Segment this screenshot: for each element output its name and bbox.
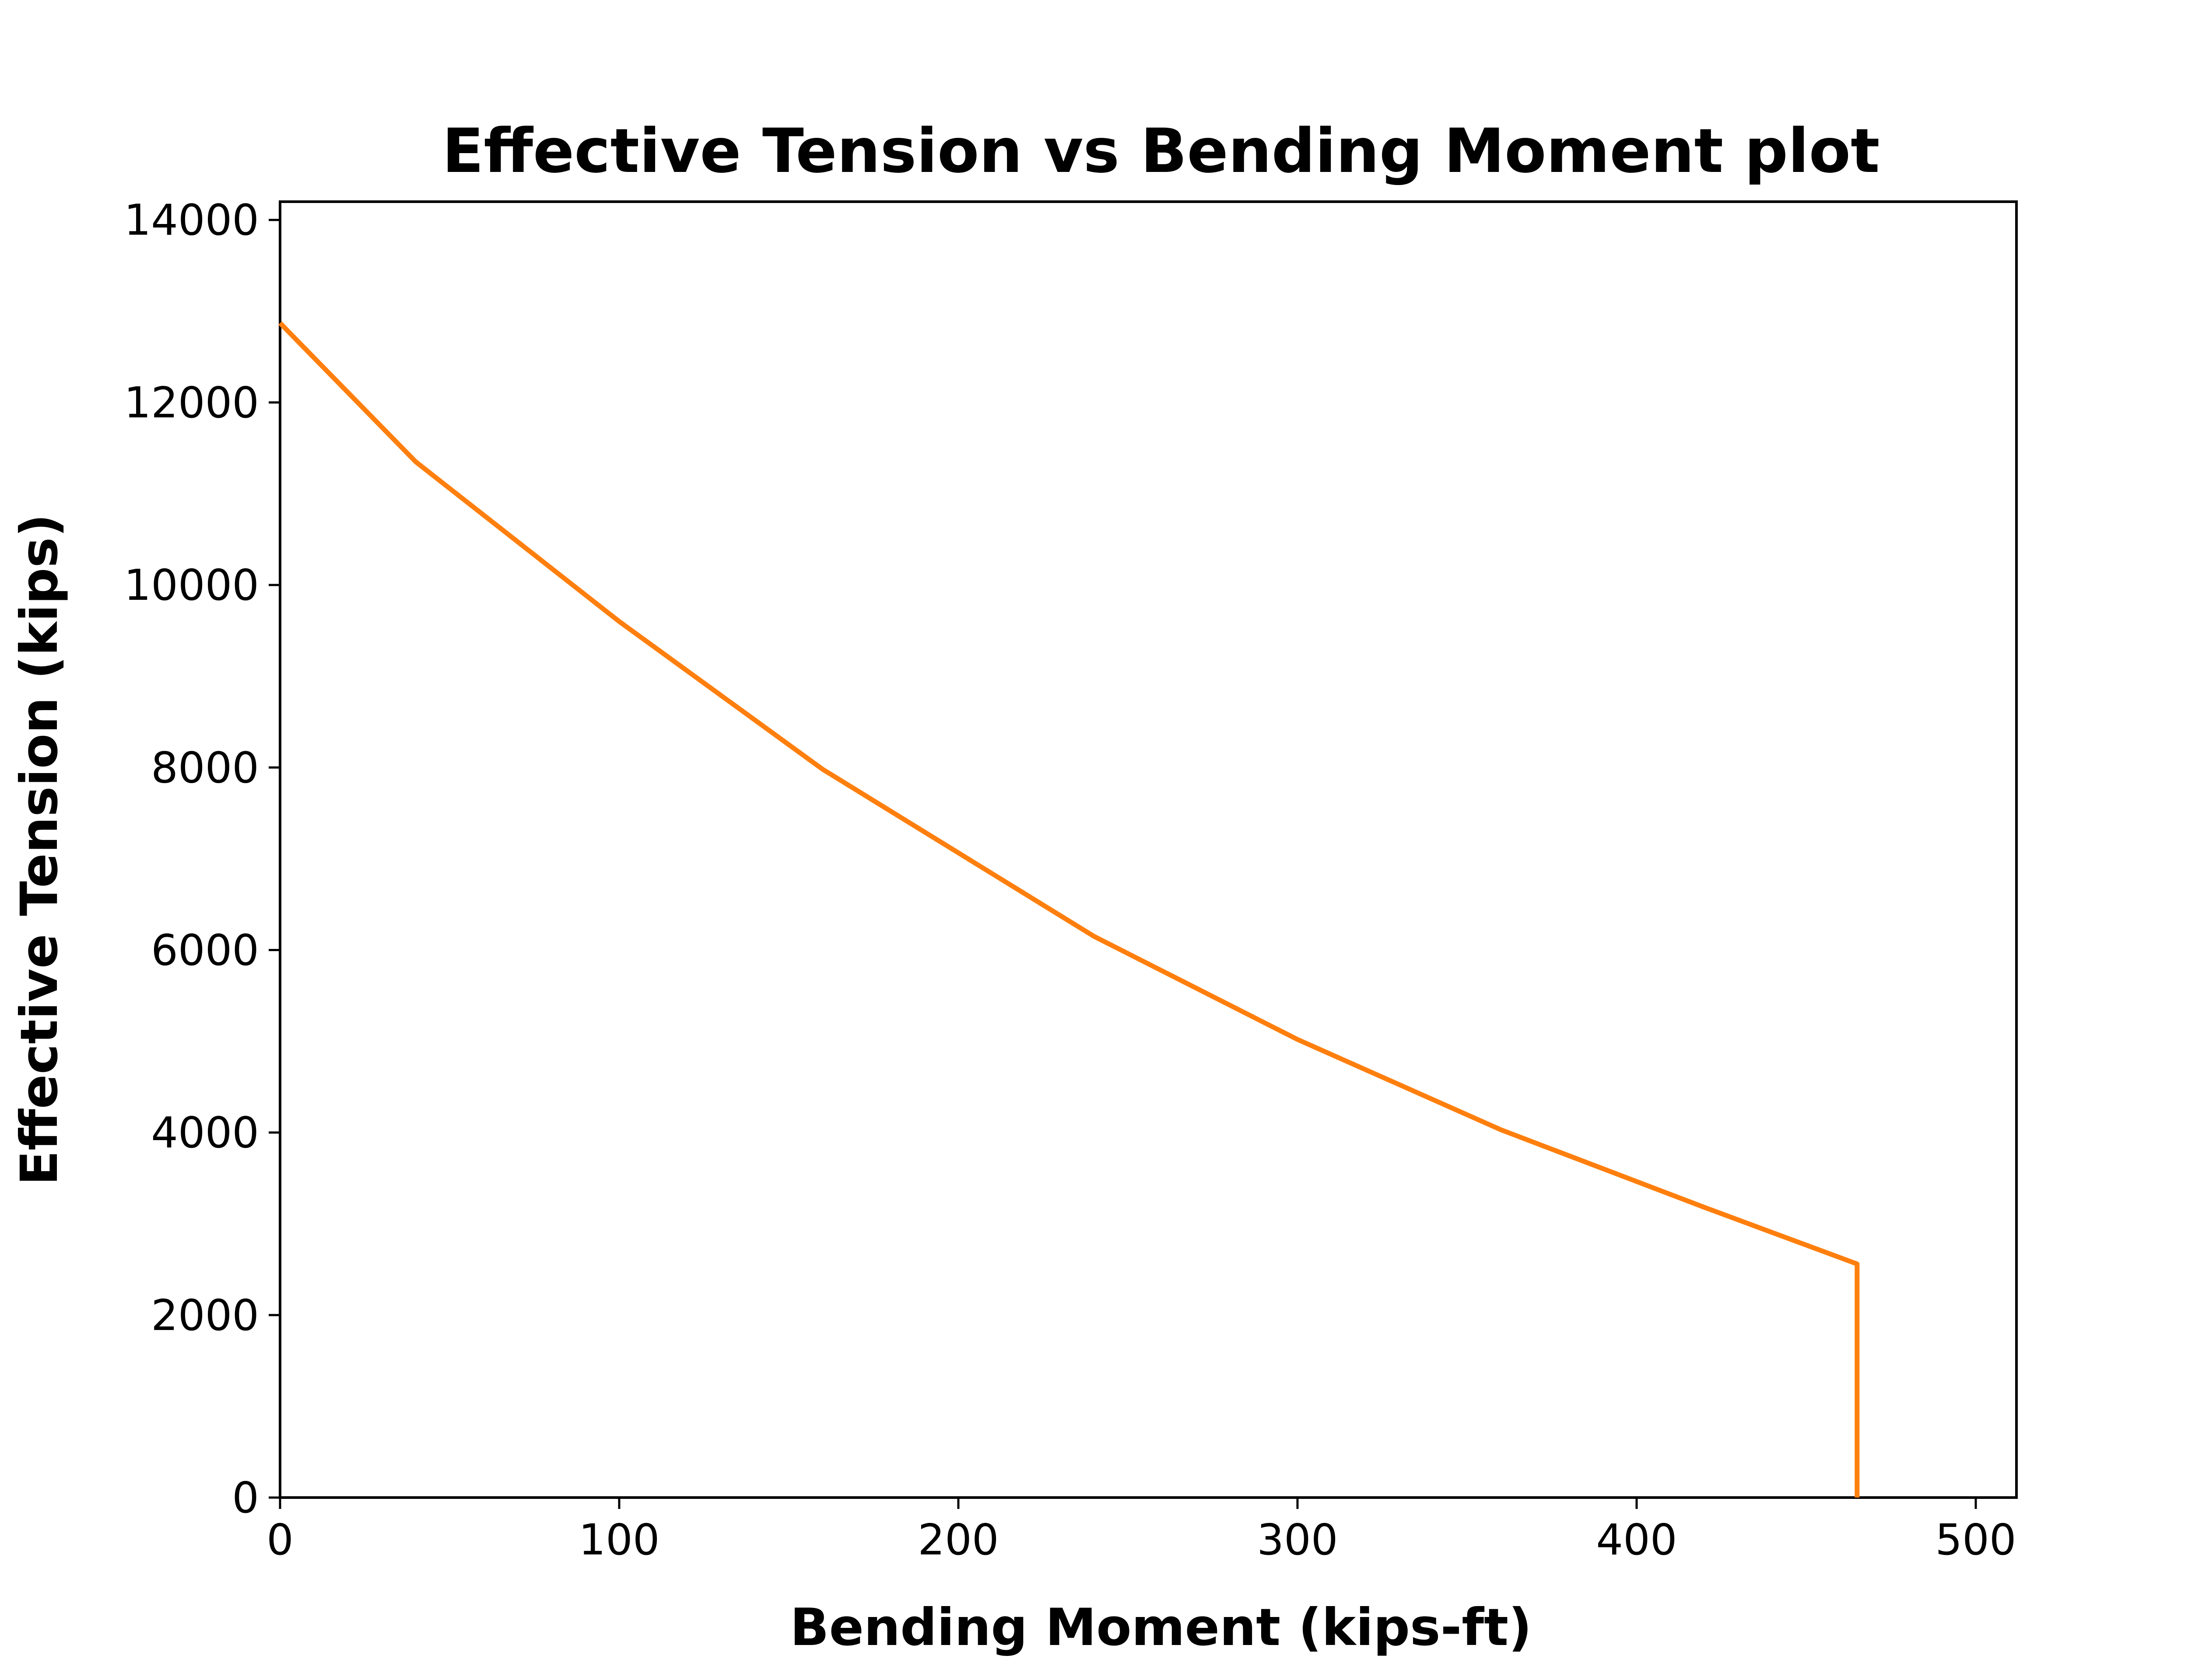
y-tick-label: 0: [232, 1473, 259, 1522]
x-tick-label: 500: [1935, 1515, 2016, 1564]
x-tick-label: 200: [918, 1515, 999, 1564]
y-tick-label: 8000: [151, 743, 259, 792]
y-tick-label: 12000: [124, 378, 259, 427]
x-tick-label: 0: [266, 1515, 294, 1564]
y-axis-label: Effective Tension (kips): [9, 514, 69, 1185]
x-tick-label: 400: [1596, 1515, 1677, 1564]
x-tick-label: 100: [579, 1515, 659, 1564]
y-axis: 0 2000 4000 6000 8000 10000 12000 14000: [124, 196, 280, 1522]
y-tick-label: 10000: [124, 560, 259, 610]
x-axis: 0 100 200 300 400 500: [266, 1498, 2016, 1564]
y-tick-label: 4000: [151, 1108, 259, 1158]
y-tick-label: 6000: [151, 925, 259, 975]
y-tick-label: 2000: [151, 1291, 259, 1340]
x-axis-label: Bending Moment (kips-ft): [790, 1597, 1532, 1657]
plot-area-frame: [279, 200, 2018, 1499]
series-line-0: [278, 321, 1860, 1498]
series-layer: [278, 321, 1860, 1498]
x-tick-label: 300: [1257, 1515, 1338, 1564]
y-tick-label: 14000: [124, 196, 259, 245]
chart-title: Effective Tension vs Bending Moment plot: [442, 116, 1879, 186]
